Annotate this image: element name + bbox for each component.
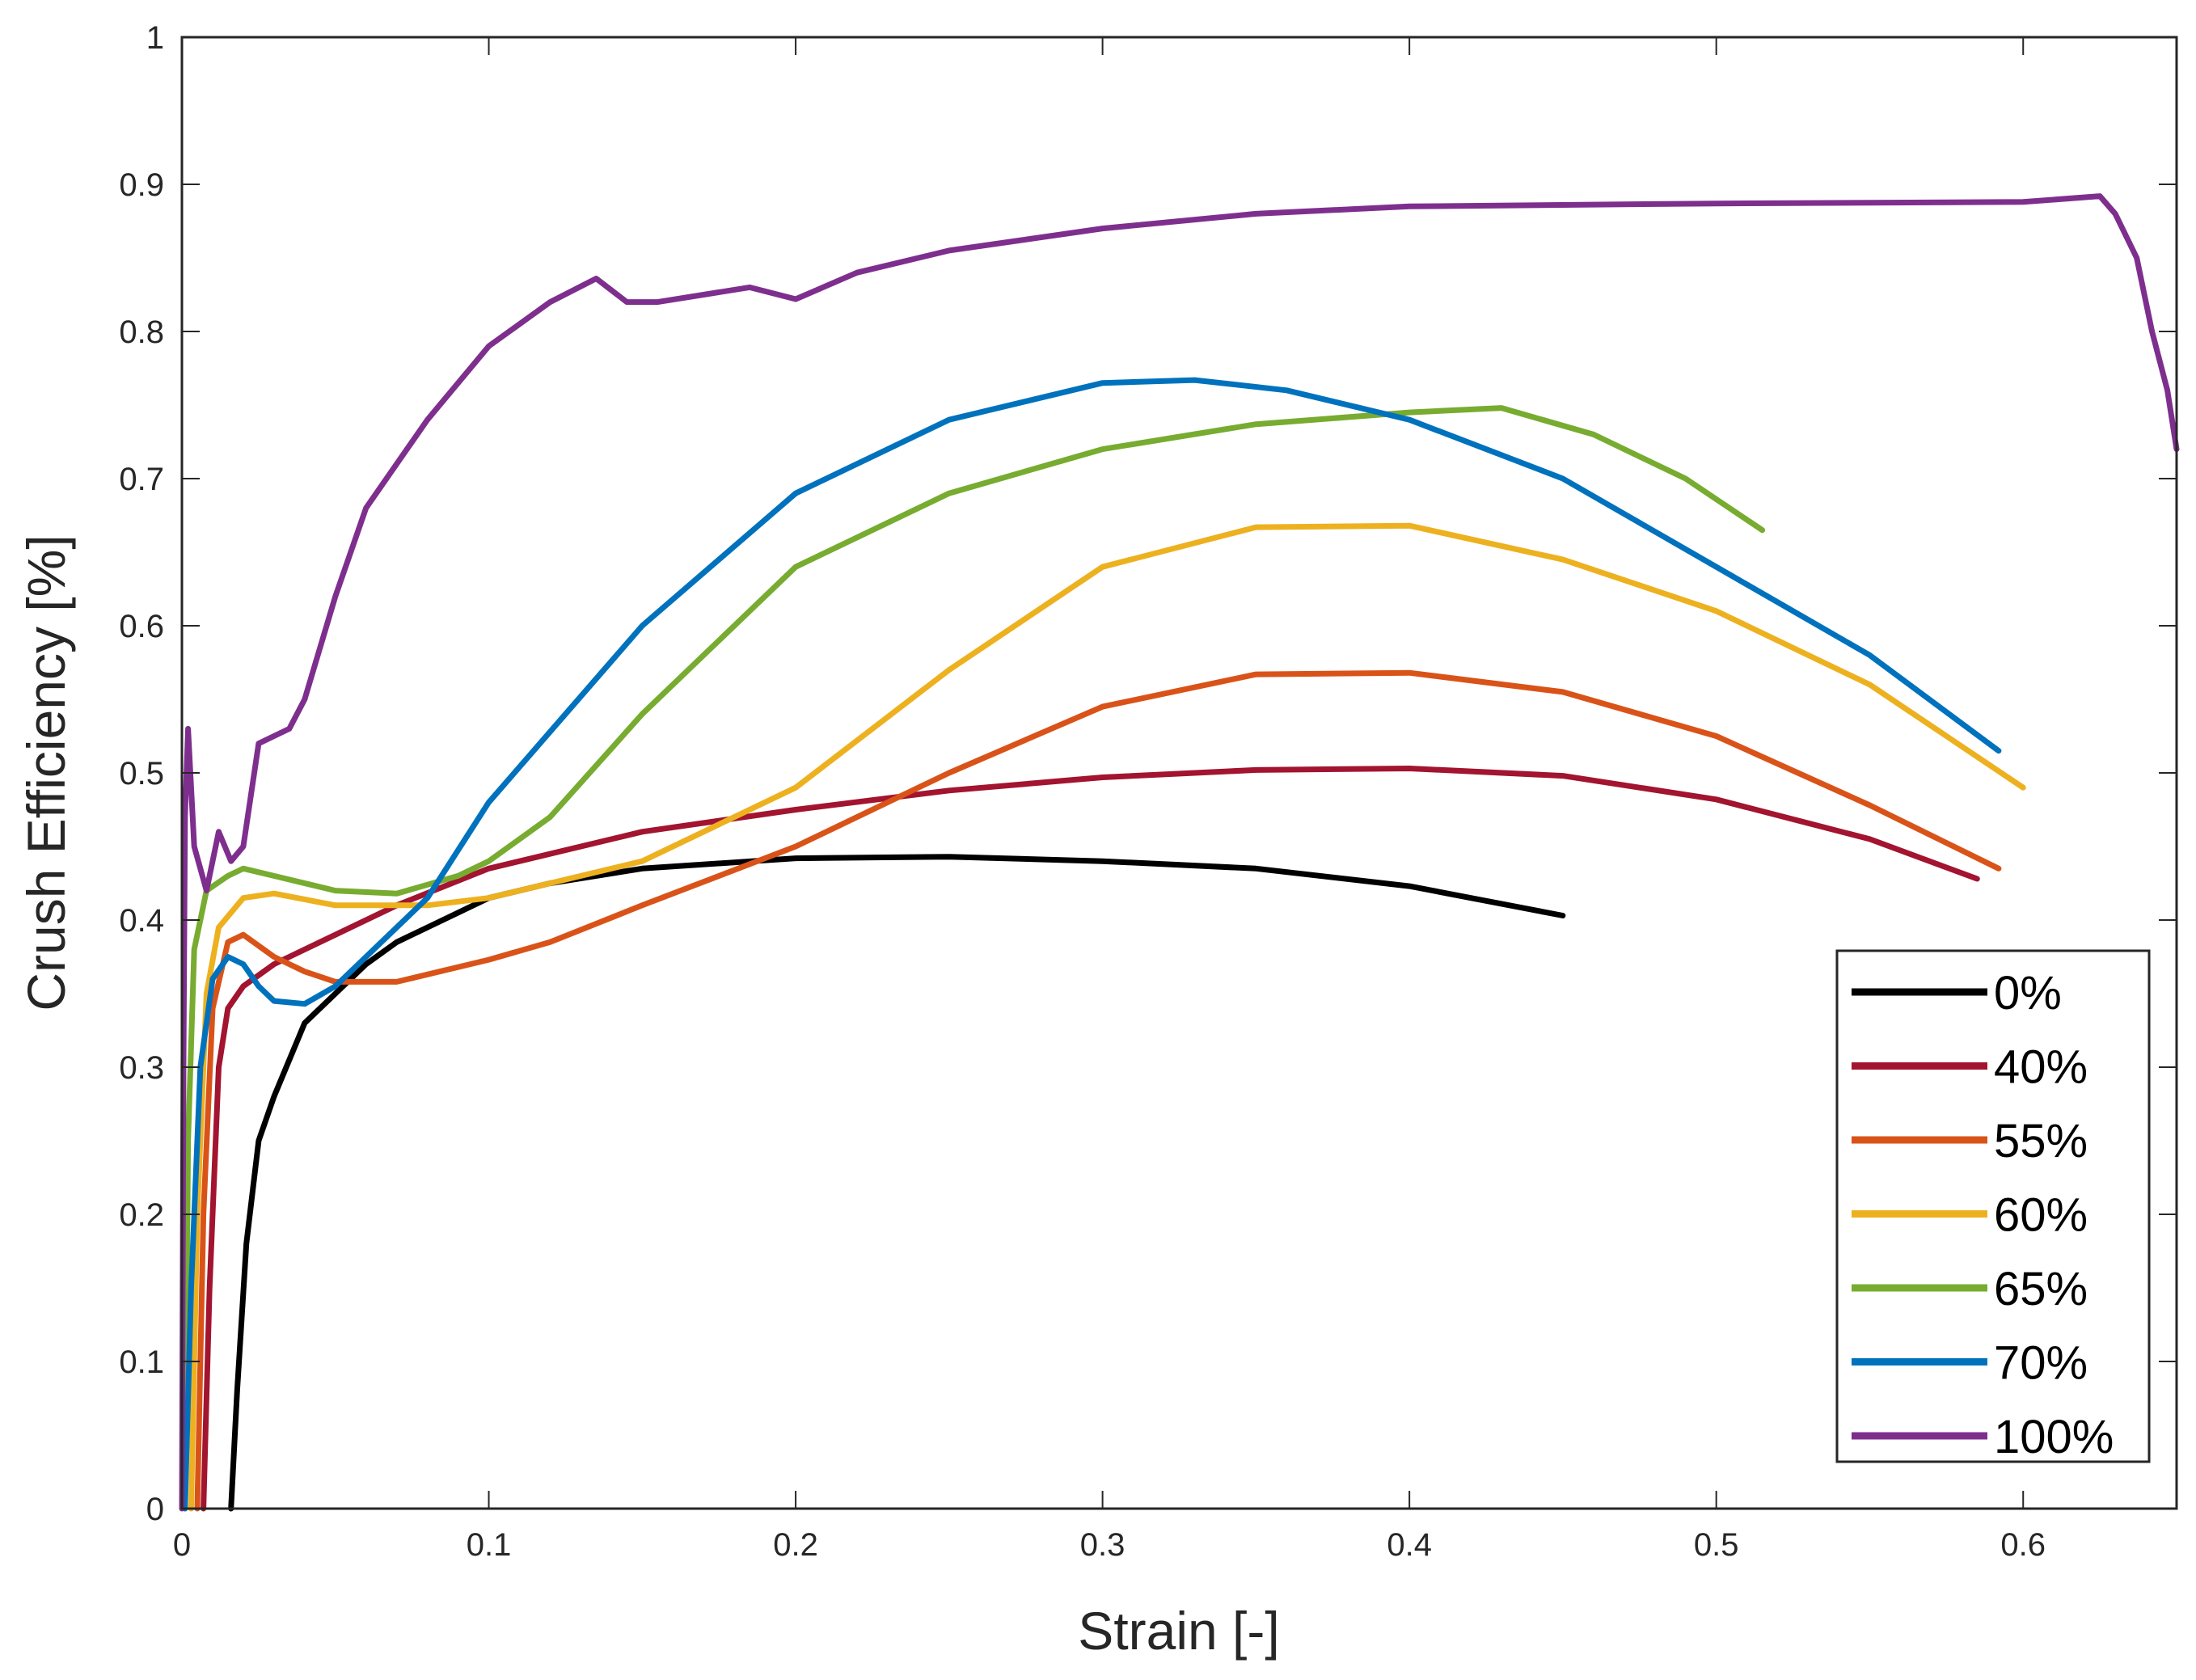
legend-label-6: 70% <box>1994 1337 2088 1390</box>
tick-marks <box>181 36 2177 1509</box>
plot-area: 0 0.1 0.2 0.3 0.4 0.5 0.6 00.10.20.30.40.50.60… <box>119 20 2180 1563</box>
x-axis-title: Strain [-] <box>1078 1601 1279 1661</box>
legend-box <box>1835 949 2151 1463</box>
y-tick-label: 0.1 <box>119 1344 164 1380</box>
x-tick-labels: 0 0.1 0.2 0.3 0.4 0.5 0.6 <box>173 1527 2046 1563</box>
y-tick-label: 0.6 <box>119 609 164 644</box>
legend-label-7: 100% <box>1994 1411 2114 1463</box>
x-tick-label: 0.4 <box>1387 1527 1432 1563</box>
legend-entries: 0% 40% 55% 60% 65% 70% 100% <box>1852 967 2114 1463</box>
series-line-2 <box>201 766 1980 1512</box>
y-tick-label: 0 <box>146 1492 164 1527</box>
y-tick-label: 0.7 <box>119 462 164 497</box>
y-tick-label: 0.3 <box>119 1050 164 1086</box>
legend-label-5: 65% <box>1994 1263 2088 1315</box>
y-axis-title: Crush Efficiency [%] <box>16 534 76 1011</box>
series-line-1 <box>228 854 1566 1512</box>
x-tick-label: 0.5 <box>1694 1527 1739 1563</box>
legend-label-4: 60% <box>1994 1189 2088 1242</box>
series-line-3 <box>194 669 2002 1512</box>
legend: 0% 40% 55% 60% 65% 70% 100% <box>1835 949 2151 1463</box>
y-tick-label: 0.5 <box>119 756 164 791</box>
legend-label-2: 40% <box>1994 1041 2088 1094</box>
series-line-7 <box>179 193 2180 1512</box>
y-tick-label: 0.8 <box>119 314 164 350</box>
x-tick-label: 0.1 <box>467 1527 512 1563</box>
y-tick-label: 0.2 <box>119 1197 164 1233</box>
y-tick-label: 1 <box>146 20 164 56</box>
x-tick-label: 0.6 <box>2000 1527 2046 1563</box>
x-tick-label: 0.3 <box>1080 1527 1125 1563</box>
x-tick-label: 0.2 <box>773 1527 818 1563</box>
x-tick-label: 0 <box>173 1527 191 1563</box>
legend-label-3: 55% <box>1994 1115 2088 1167</box>
series-line-6 <box>182 377 2002 1512</box>
y-tick-label: 0.9 <box>119 167 164 203</box>
y-tick-labels: 0 0.1 0.2 0.3 0.4 0.5 0.6 0.7 0.8 0.9 1 <box>119 20 164 1527</box>
legend-label-1: 0% <box>1994 967 2062 1019</box>
series-line-4 <box>188 522 2026 1512</box>
series-layer <box>179 193 2180 1512</box>
y-tick-label: 0.4 <box>119 903 164 939</box>
series-line-5 <box>182 405 1766 1512</box>
